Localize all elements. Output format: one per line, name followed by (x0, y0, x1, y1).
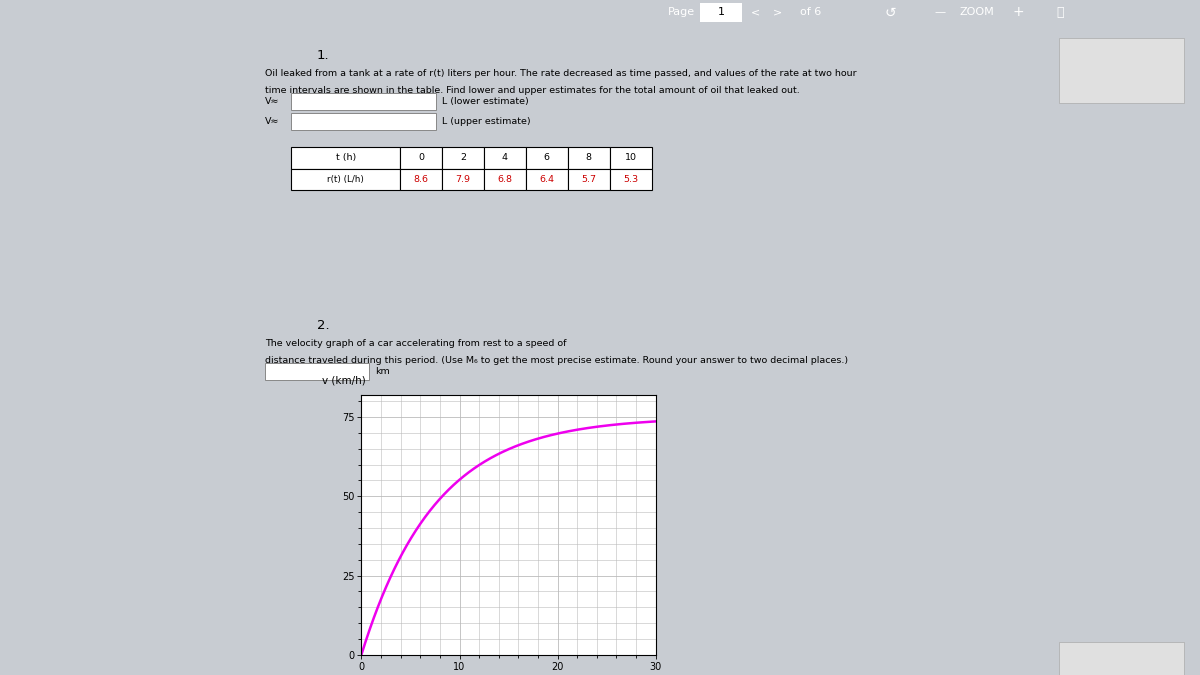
Bar (400, 147, 442, 169)
Text: >: > (773, 7, 782, 18)
Text: L (upper estimate): L (upper estimate) (442, 117, 530, 126)
Bar (526, 169, 568, 190)
Text: 8.6: 8.6 (414, 175, 428, 184)
Bar (292, 113, 437, 130)
Bar (568, 147, 610, 169)
Bar (292, 169, 400, 190)
Text: 8: 8 (586, 153, 592, 163)
Text: 1.: 1. (317, 49, 330, 62)
Bar (700, 3, 742, 22)
Bar (610, 169, 652, 190)
Text: <: < (751, 7, 761, 18)
Text: ↺: ↺ (884, 5, 896, 20)
Text: t (h): t (h) (336, 153, 355, 163)
Text: km: km (376, 367, 390, 376)
Bar (442, 147, 484, 169)
Bar (265, 363, 370, 380)
Text: 5.7: 5.7 (581, 175, 596, 184)
Text: 2: 2 (460, 153, 466, 163)
Text: v (km/h): v (km/h) (322, 375, 366, 385)
Text: 10: 10 (625, 153, 637, 163)
Bar (400, 169, 442, 190)
Text: The velocity graph of a car accelerating from rest to a speed of: The velocity graph of a car accelerating… (265, 339, 569, 348)
Bar (484, 169, 526, 190)
Text: 4: 4 (502, 153, 508, 163)
Text: 5.3: 5.3 (623, 175, 638, 184)
Text: 1: 1 (718, 7, 725, 18)
Text: L (lower estimate): L (lower estimate) (442, 97, 529, 106)
Text: distance traveled during this period. (Use M₆ to get the most precise estimate. : distance traveled during this period. (U… (265, 356, 847, 365)
Text: Page: Page (668, 7, 695, 18)
Text: 6.4: 6.4 (539, 175, 554, 184)
Bar (292, 147, 400, 169)
Bar (526, 147, 568, 169)
Text: 7.9: 7.9 (456, 175, 470, 184)
Bar (442, 169, 484, 190)
Text: of 6: of 6 (800, 7, 821, 18)
Text: 0: 0 (418, 153, 424, 163)
Text: r(t) (L/h): r(t) (L/h) (328, 175, 364, 184)
Text: 2.: 2. (317, 319, 330, 332)
Text: V≈: V≈ (265, 97, 280, 106)
Bar (484, 147, 526, 169)
Bar (610, 147, 652, 169)
Text: ⤢: ⤢ (1056, 6, 1063, 19)
Bar (1058, 38, 1184, 103)
Text: 6: 6 (544, 153, 550, 163)
Bar (1058, 643, 1184, 675)
Bar (292, 93, 437, 110)
Text: V≈: V≈ (265, 117, 280, 126)
Text: ZOOM: ZOOM (960, 7, 995, 18)
Text: +: + (1012, 5, 1024, 20)
Text: 6.8: 6.8 (498, 175, 512, 184)
Text: —: — (935, 7, 946, 18)
Text: time intervals are shown in the table. Find lower and upper estimates for the to: time intervals are shown in the table. F… (265, 86, 799, 95)
Text: Oil leaked from a tank at a rate of r(t) liters per hour. The rate decreased as : Oil leaked from a tank at a rate of r(t)… (265, 69, 857, 78)
Bar (568, 169, 610, 190)
